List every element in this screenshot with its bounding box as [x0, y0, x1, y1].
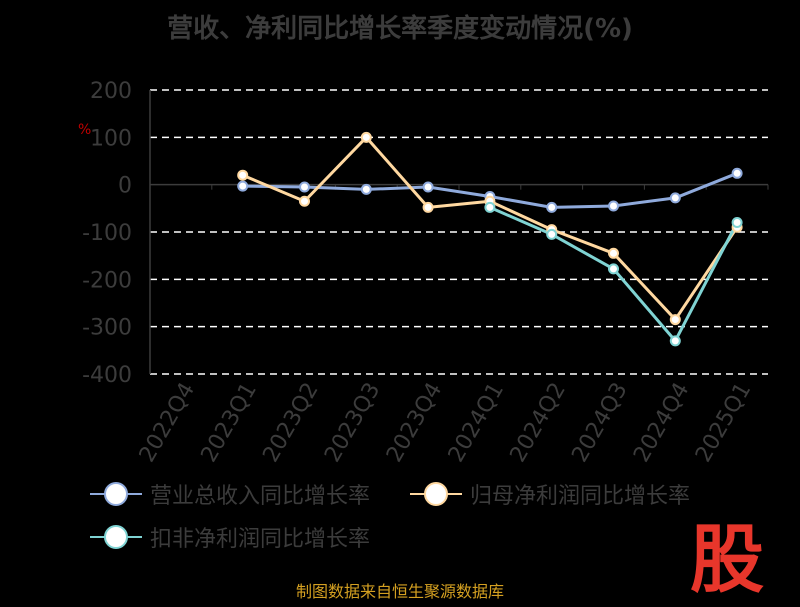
legend-marker: [104, 482, 128, 506]
y-tick-label: -200: [82, 268, 132, 293]
grid-lines: [150, 89, 768, 375]
data-point: [608, 247, 619, 259]
x-tick-label: 2024Q2: [506, 379, 571, 467]
x-tick-label: 2023Q2: [258, 379, 323, 467]
data-point: [731, 217, 743, 229]
legend-swatch-net-profit: [410, 479, 462, 509]
y-tick-label: 200: [90, 79, 132, 104]
legend-label-net-profit: 归母净利润同比增长率: [470, 484, 691, 509]
legend-marker: [104, 525, 128, 549]
series-points: [237, 131, 743, 347]
axes: [149, 90, 769, 374]
x-tick-label: 2024Q1: [444, 379, 509, 467]
x-tick-label: 2024Q4: [629, 379, 694, 467]
x-tick-label: 2023Q4: [382, 378, 447, 466]
data-point: [546, 228, 558, 240]
data-point: [237, 169, 249, 181]
data-point: [422, 201, 434, 213]
data-point: [731, 167, 743, 179]
legend-item-net-profit[interactable]: 归母净利润同比增长率: [410, 478, 690, 510]
x-tick-label: 2022Q4: [135, 379, 200, 467]
data-point: [360, 183, 372, 195]
data-point: [237, 180, 249, 192]
legend-label-revenue: 营业总收入同比增长率: [150, 484, 371, 509]
data-point: [608, 200, 619, 212]
series-lines: [242, 135, 739, 343]
x-tick-labels: 2022Q42023Q12023Q22023Q32023Q42024Q12024…: [135, 378, 757, 466]
legend-marker: [424, 482, 448, 506]
series-line-1: [242, 135, 739, 322]
data-point: [484, 201, 496, 213]
legend-item-deducted-profit[interactable]: 扣非净利润同比增长率: [90, 521, 370, 553]
data-point: [360, 131, 372, 143]
data-point: [299, 181, 310, 193]
data-point: [669, 314, 681, 326]
data-point: [669, 192, 681, 204]
y-axis-unit: %: [78, 122, 92, 138]
x-tick-label: 2025Q1: [691, 379, 756, 467]
y-tick-label: -400: [82, 363, 132, 388]
chart-title: 营收、净利同比增长率季度变动情况(%): [167, 14, 633, 44]
y-tick-label: -100: [82, 221, 132, 246]
data-source-note: 制图数据来自恒生聚源数据库: [295, 582, 504, 601]
y-tick-label: -300: [82, 316, 132, 341]
brand-logo: 股: [690, 517, 764, 603]
data-point: [669, 335, 681, 347]
legend-item-revenue[interactable]: 营业总收入同比增长率: [90, 478, 370, 510]
x-tick-label: 2023Q3: [320, 379, 385, 467]
legend-swatch-revenue: [90, 479, 142, 509]
y-tick-label: 100: [90, 126, 132, 151]
legend-swatch-deducted-profit: [90, 522, 142, 552]
data-point: [299, 195, 310, 207]
data-point: [608, 263, 619, 275]
legend-label-deducted-profit: 扣非净利润同比增长率: [150, 527, 371, 552]
data-point: [546, 201, 558, 213]
y-tick-labels: 200 100 0 -100 -200 -300 -400: [82, 79, 132, 388]
x-tick-label: 2023Q1: [197, 379, 262, 467]
x-tick-label: 2024Q3: [567, 379, 632, 467]
data-point: [422, 181, 434, 193]
y-tick-label: 0: [118, 174, 132, 199]
